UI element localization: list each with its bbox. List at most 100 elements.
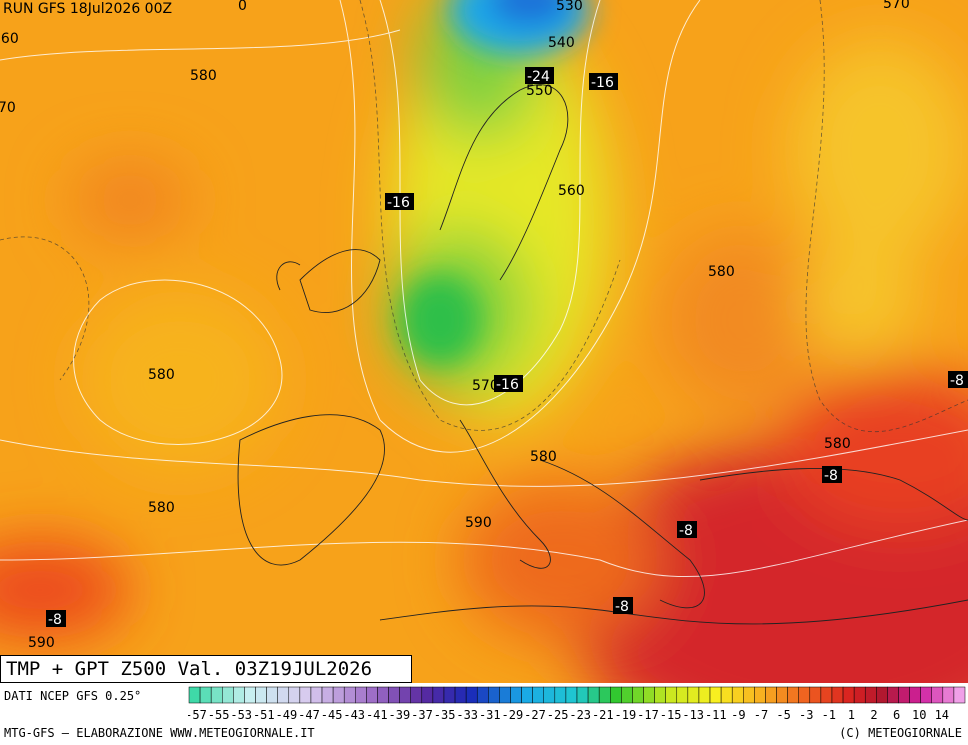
contour-label: -16 <box>496 377 519 393</box>
colorbar-label: 2 <box>870 708 877 722</box>
label-box <box>385 193 414 210</box>
color-swatch <box>532 686 544 704</box>
contour-label: 530 <box>556 0 583 14</box>
colorbar-label: 10 <box>912 708 926 722</box>
color-swatch <box>598 686 611 704</box>
contour-label: 580 <box>148 500 175 516</box>
contour-label: 560 <box>558 183 585 199</box>
contour-label: 580 <box>148 367 175 383</box>
color-swatch <box>931 686 944 704</box>
label-box <box>46 610 66 627</box>
color-swatch <box>853 686 866 704</box>
color-swatch <box>377 686 389 704</box>
color-swatch <box>698 686 711 704</box>
colorbar-label: -45 <box>321 708 343 722</box>
contour-label: 580 <box>530 449 557 465</box>
contour-label: -8 <box>950 373 964 389</box>
color-swatch <box>465 686 478 704</box>
data-source: DATI NCEP GFS 0.25° <box>4 689 142 703</box>
label-box <box>613 597 633 614</box>
color-swatch <box>266 686 278 704</box>
color-swatch <box>610 686 622 704</box>
map-title: TMP + GPT Z500 Val. 03Z19JUL2026 <box>6 658 373 680</box>
contour-label: 540 <box>548 35 575 51</box>
color-swatch <box>355 686 367 704</box>
color-swatch <box>953 686 966 704</box>
contour-label: -8 <box>615 599 629 615</box>
run-info: RUN GFS 18Jul2026 00Z <box>3 1 172 17</box>
color-swatch <box>898 686 910 704</box>
contour-label: -8 <box>824 468 838 484</box>
contour-label: 570 <box>472 378 499 394</box>
title-box: TMP + GPT Z500 Val. 03Z19JUL2026 <box>0 655 412 683</box>
color-swatch <box>587 686 600 704</box>
map: RUN GFS 18Jul2026 00Z 0 560 580 70 530 540 -2… <box>0 0 968 683</box>
color-swatch <box>454 686 467 704</box>
colorbar-label: -39 <box>389 708 411 722</box>
color-swatch <box>787 686 799 704</box>
height-contours <box>0 0 968 578</box>
contour-label: -24 <box>527 69 550 85</box>
temperature-field <box>0 0 968 683</box>
color-swatch <box>665 686 678 704</box>
credit: MTG-GFS — ELABORAZIONE WWW.METEOGIORNALE… <box>4 726 315 740</box>
colorbar-label: -37 <box>411 708 433 722</box>
colorbar-label: -27 <box>524 708 546 722</box>
color-swatch <box>233 686 245 704</box>
color-swatch <box>864 686 877 704</box>
color-swatch <box>909 686 921 704</box>
color-swatch <box>210 686 223 704</box>
color-swatch <box>654 686 666 704</box>
colorbar-label: -13 <box>682 708 704 722</box>
color-swatch <box>332 686 345 704</box>
colorbar-label: -23 <box>569 708 591 722</box>
colorbar-label: -49 <box>276 708 298 722</box>
color-swatch <box>399 686 411 704</box>
color-swatch <box>942 686 955 704</box>
color-swatch <box>188 686 201 704</box>
colorbar-label: -21 <box>592 708 614 722</box>
contour-label: 580 <box>190 68 217 84</box>
colorbar-label: 1 <box>848 708 855 722</box>
color-swatch <box>920 686 932 704</box>
contour-label: 580 <box>824 436 851 452</box>
colorbar-label: -55 <box>208 708 230 722</box>
label-box <box>494 375 523 392</box>
colorbar-label: -51 <box>253 708 275 722</box>
color-swatch <box>776 686 788 704</box>
colorbar-label: -3 <box>799 708 813 722</box>
color-swatch <box>754 686 766 704</box>
label-box <box>822 466 842 483</box>
color-swatch <box>765 686 777 704</box>
color-swatch <box>299 686 312 704</box>
color-swatch <box>432 686 445 704</box>
color-swatch <box>676 686 689 704</box>
colorbar-label: -35 <box>434 708 456 722</box>
color-swatch <box>244 686 256 704</box>
label-box <box>677 521 697 538</box>
colorbar-label: -29 <box>502 708 524 722</box>
colorbar-label: 14 <box>935 708 949 722</box>
colorbar-label: -43 <box>343 708 365 722</box>
color-swatch <box>709 686 722 704</box>
colorbar-label: -47 <box>298 708 320 722</box>
contour-label: 560 <box>0 31 19 47</box>
contour-label: 590 <box>465 515 492 531</box>
color-swatch <box>410 686 423 704</box>
contour-label: 70 <box>0 100 16 116</box>
color-swatch <box>731 686 744 704</box>
color-swatch <box>521 686 533 704</box>
color-swatch <box>798 686 811 704</box>
colorbar-label: -33 <box>456 708 478 722</box>
color-swatch <box>499 686 511 704</box>
contour-label: 580 <box>708 264 735 280</box>
color-swatch <box>488 686 500 704</box>
color-swatch <box>388 686 400 704</box>
colorbar-label: -7 <box>754 708 768 722</box>
colorbar: -57-55-53-51-49-47-45-43-41-39-37-35-33-… <box>188 686 966 722</box>
color-swatch <box>277 686 290 704</box>
color-swatch <box>343 686 356 704</box>
color-swatch <box>443 686 456 704</box>
color-swatch <box>743 686 755 704</box>
